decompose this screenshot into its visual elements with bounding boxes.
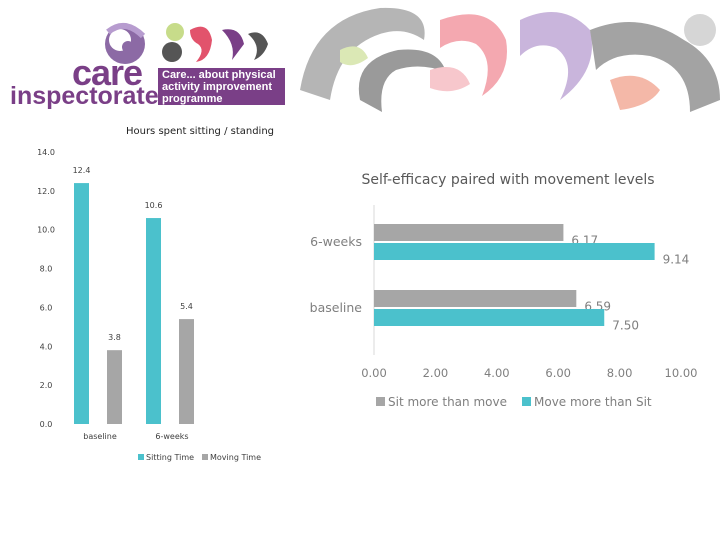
logo-care-text: care: [72, 52, 143, 93]
data-label: 3.8: [108, 333, 121, 342]
bar-moving-time: [179, 319, 194, 424]
programme-line: programme: [162, 93, 223, 105]
programme-line: activity improvement: [162, 81, 273, 93]
y-tick-label: 0.0: [40, 420, 53, 429]
y-tick-label: 8.0: [40, 265, 53, 274]
data-label: 5.4: [180, 302, 193, 311]
legend-swatch: [138, 454, 144, 460]
y-tick-label: 12.0: [37, 187, 55, 196]
x-tick-label: 0.00: [361, 366, 387, 380]
legend-swatch: [522, 397, 531, 406]
x-tick-label: 6.00: [545, 366, 571, 380]
category-label: baseline: [310, 300, 363, 315]
bar-moving-time: [107, 350, 122, 424]
x-tick-label: 8.00: [607, 366, 633, 380]
bar-move-more-than-sit: [374, 309, 605, 326]
care-inspectorate-logo-icon: [105, 23, 146, 64]
category-label: 6-weeks: [310, 234, 362, 249]
bar-sitting-time: [74, 183, 89, 424]
legend-swatch: [376, 397, 385, 406]
y-tick-label: 4.0: [40, 342, 53, 351]
logo-inspectorate-text: inspectorate: [10, 82, 159, 110]
data-label: 12.4: [73, 166, 91, 175]
programme-badge: Care... about physical activity improvem…: [158, 68, 285, 105]
y-tick-label: 2.0: [40, 381, 53, 390]
programme-logo-icon: [162, 23, 268, 63]
data-label: 9.14: [663, 253, 690, 267]
category-label: 6-weeks: [155, 432, 188, 441]
legend-label: Move more than Sit: [534, 395, 652, 409]
bar-move-more-than-sit: [374, 243, 655, 260]
x-tick-label: 2.00: [423, 366, 449, 380]
x-tick-label: 10.00: [665, 366, 698, 380]
legend-label: Moving Time: [210, 453, 261, 462]
bar-sit-more-than-move: [374, 224, 564, 241]
y-tick-label: 10.0: [37, 226, 55, 235]
bar-sitting-time: [146, 218, 161, 424]
category-label: baseline: [83, 432, 117, 441]
legend-label: Sitting Time: [146, 453, 194, 462]
data-label: 7.50: [612, 319, 639, 333]
decorative-figures: [300, 7, 720, 112]
y-tick-label: 6.0: [40, 303, 53, 312]
legend-swatch: [202, 454, 208, 460]
chart-title: Hours spent sitting / standing: [126, 126, 274, 137]
legend-label: Sit more than move: [388, 395, 507, 409]
data-label: 10.6: [145, 201, 163, 210]
x-tick-label: 4.00: [484, 366, 510, 380]
y-tick-label: 14.0: [37, 148, 55, 157]
bar-sit-more-than-move: [374, 290, 577, 307]
chart-title: Self-efficacy paired with movement level…: [361, 172, 654, 188]
header-banner: [105, 7, 720, 112]
programme-line: Care... about physical: [162, 69, 276, 81]
